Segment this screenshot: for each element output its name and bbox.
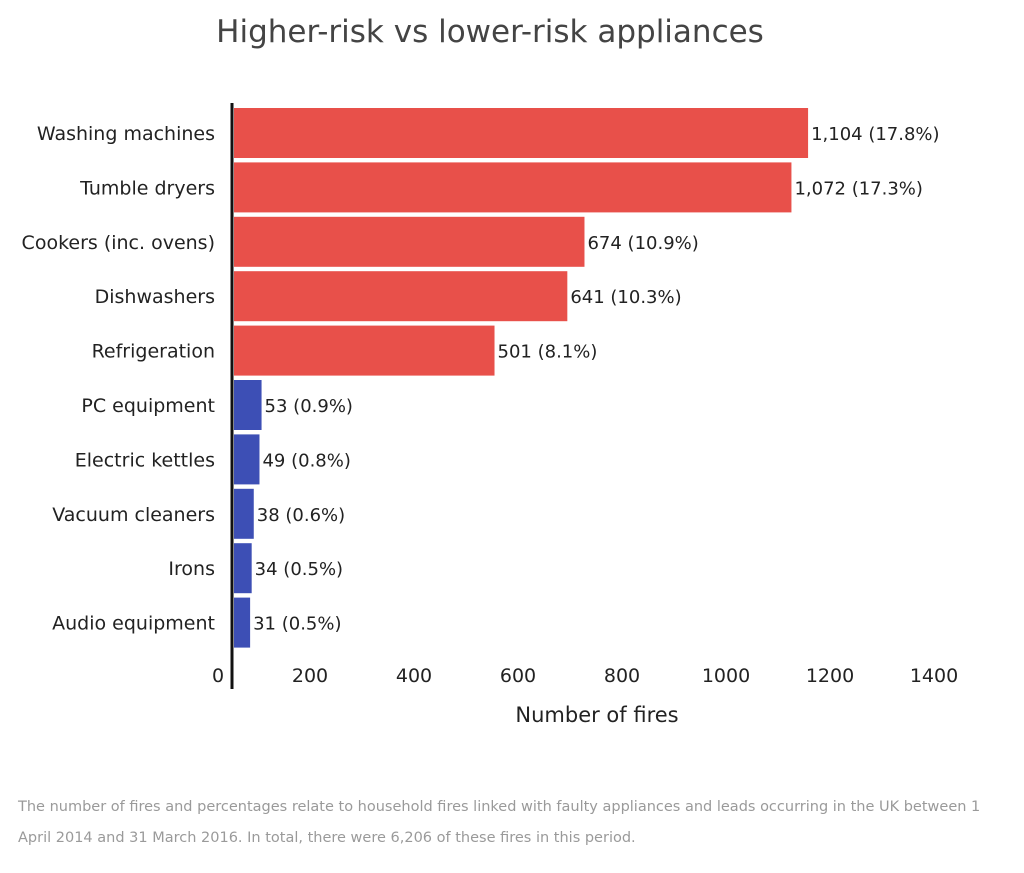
bar [234, 108, 809, 158]
footnote: The number of fires and percentages rela… [18, 799, 981, 846]
category-label: Dishwashers [95, 286, 215, 308]
category-label: Tumble dryers [79, 177, 215, 199]
data-label: 38 (0.6%) [257, 505, 345, 526]
x-tick-label: 200 [292, 665, 328, 687]
category-label: Refrigeration [92, 341, 215, 363]
x-tick-label: 1400 [910, 665, 958, 687]
bar [234, 597, 251, 648]
category-label: Washing machines [37, 123, 215, 145]
data-label: 1,104 (17.8%) [811, 124, 939, 145]
bar [234, 488, 254, 539]
category-label: Irons [168, 558, 215, 580]
data-label: 31 (0.5%) [253, 614, 341, 635]
chart-title: Higher-risk vs lower-risk appliances [216, 14, 764, 50]
x-tick-label: 600 [500, 665, 536, 687]
data-label: 1,072 (17.3%) [794, 178, 922, 199]
bar [234, 543, 252, 594]
data-label: 501 (8.1%) [498, 342, 598, 363]
x-tick-label: 400 [396, 665, 432, 687]
bar [234, 162, 792, 213]
x-tick-label: 1200 [806, 665, 854, 687]
bar [234, 434, 260, 485]
bar [234, 325, 495, 376]
data-label: 34 (0.5%) [255, 559, 343, 580]
category-label: Cookers (inc. ovens) [22, 232, 215, 254]
x-tick-label: 800 [604, 665, 640, 687]
bar [234, 216, 585, 267]
bar [234, 380, 262, 430]
data-label: 674 (10.9%) [587, 233, 698, 254]
x-axis-title: Number of fires [515, 703, 678, 727]
category-label: PC equipment [81, 395, 215, 417]
data-label: 641 (10.3%) [570, 287, 681, 308]
x-tick-label: 0 [212, 665, 224, 687]
category-label: Vacuum cleaners [52, 504, 215, 526]
category-label: Audio equipment [52, 613, 215, 635]
x-tick-label: 1000 [702, 665, 750, 687]
data-label: 49 (0.8%) [262, 450, 350, 471]
data-label: 53 (0.9%) [265, 396, 353, 417]
category-label: Electric kettles [75, 449, 215, 471]
bar [234, 271, 568, 322]
